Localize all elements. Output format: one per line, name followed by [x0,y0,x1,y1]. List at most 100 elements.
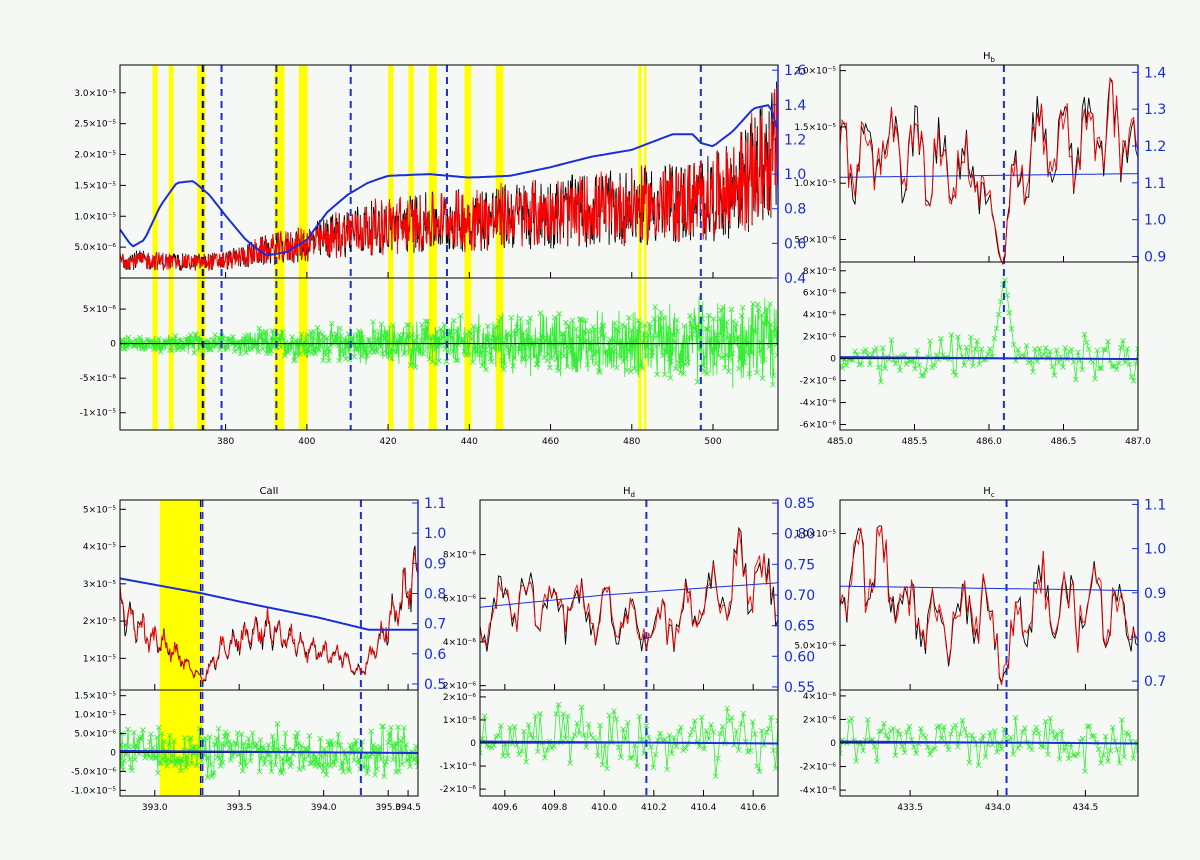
residual-point [569,317,576,324]
x-tick-label: 410.6 [740,803,766,813]
residual-point [206,734,213,740]
residual-point [282,730,289,736]
residual-point [131,729,137,736]
residual-point [582,317,589,324]
residual-tick-label: -1×10⁻⁶ [440,762,477,772]
residual-tick-label: 5.0×10⁻⁶ [74,730,116,740]
left-tick-label: 1×10⁻⁵ [83,654,116,664]
residual-point [274,720,281,727]
residual-point [654,371,660,378]
residual-point [327,763,334,769]
right-tick-label: 0.6 [784,236,806,252]
residual-point [483,366,489,373]
right-tick-label: 0.8 [1144,630,1166,646]
mask-band [197,65,206,430]
right-tick-label: 1.0 [424,526,446,542]
residual-tick-label: -4×10⁻⁶ [800,399,837,409]
residual-point [485,343,492,350]
residual-tick-label: -1×10⁻⁵ [80,409,117,419]
residual-point [370,319,376,325]
residual-tick-label: -2×10⁻⁶ [800,377,837,387]
x-tick-label: 434.5 [1073,803,1099,813]
residual-point [651,316,658,322]
continuum-curve [120,104,778,257]
residual-series [480,701,778,779]
left-tick-label: 2.0×10⁻⁵ [74,151,116,161]
panel-Hb: 5.0×10⁻⁶ 1.0×10⁻⁵ 1.5×10⁻⁵ 2.0×10⁻⁵ 0.9 1.0 1.… [794,51,1166,447]
mask-band [408,65,414,430]
spectrum-frame [839,499,1139,691]
residual-tick-label: -2×10⁻⁶ [800,763,837,773]
residual-series [840,277,1138,385]
residual-point [573,326,580,332]
residual-point [634,763,640,769]
residual-point [606,712,613,719]
right-tick-label: 0.9 [424,556,446,572]
residual-fit-line [840,740,1138,745]
residual-frame [119,689,419,797]
panel-title: CaII [259,486,278,497]
right-tick-label: 1.1 [1144,176,1166,192]
residual-point [317,735,324,742]
mask-band [152,65,158,430]
mask-band [464,65,472,430]
left-tick-label: 1.5×10⁻⁵ [74,181,116,191]
residual-point [537,310,544,316]
residual-point [710,315,717,322]
residual-series [120,296,778,389]
residual-tick-label: -4×10⁻⁶ [800,786,837,796]
x-tick-label: 486.5 [1051,437,1077,447]
residual-point [501,361,508,368]
continuum-curve [480,582,778,608]
residual-series [840,714,1138,775]
x-tick-label: 394.0 [311,803,337,813]
spectrum-group [120,81,778,271]
right-tick-label: 1.0 [1144,213,1166,229]
x-tick-label: 487.0 [1125,437,1151,447]
x-tick-label: 410.0 [591,803,617,813]
residual-tick-label: -6×10⁻⁶ [800,421,837,431]
continuum-curve [120,577,418,631]
mask-band [428,65,437,430]
residual-point [368,728,374,734]
residual-point [182,734,188,741]
residual-point [401,725,407,731]
residual-tick-label: 2×10⁻⁶ [803,333,836,343]
residual-line [120,296,778,389]
residual-point [172,333,179,339]
residual-tick-label: -1.0×10⁻⁵ [71,786,116,796]
right-tick-label: 0.5 [424,677,446,693]
residual-point [1119,717,1125,723]
right-tick-label: 1.1 [1144,497,1166,513]
right-tick-label: 0.60 [784,649,815,665]
residual-point [122,742,128,748]
residual-line [120,723,418,778]
x-tick-label: 410.2 [641,803,667,813]
right-tick-label: 0.80 [784,527,815,543]
residual-point [156,724,162,731]
residual-point [399,761,405,768]
x-tick-label: 480 [623,437,640,447]
x-tick-label: 420 [379,437,396,447]
residual-tick-label: 0 [830,355,836,365]
x-tick-label: 485.0 [827,437,853,447]
left-tick-label: 4×10⁻⁶ [443,638,476,648]
residual-point [488,358,495,365]
right-tick-label: 0.9 [1144,586,1166,602]
right-tick-label: 1.3 [1144,102,1166,118]
right-tick-label: 1.0 [784,167,806,183]
spectrum-group [840,76,1138,266]
left-tick-label: 4×10⁻⁵ [83,543,116,553]
continuum-curve [840,173,1138,178]
residual-point [523,758,529,765]
residual-fit-line [120,749,418,754]
panel-title: Hd [623,486,635,499]
x-tick-label: 486.0 [976,437,1002,447]
residual-tick-label: 4×10⁻⁶ [803,692,836,702]
residual-tick-label: 2×10⁻⁶ [803,715,836,725]
observed-spectrum [840,525,1138,684]
residual-point [628,368,634,375]
residual-frame [119,277,779,431]
residual-point [278,344,284,350]
left-tick-label: 6×10⁻⁶ [443,594,476,604]
